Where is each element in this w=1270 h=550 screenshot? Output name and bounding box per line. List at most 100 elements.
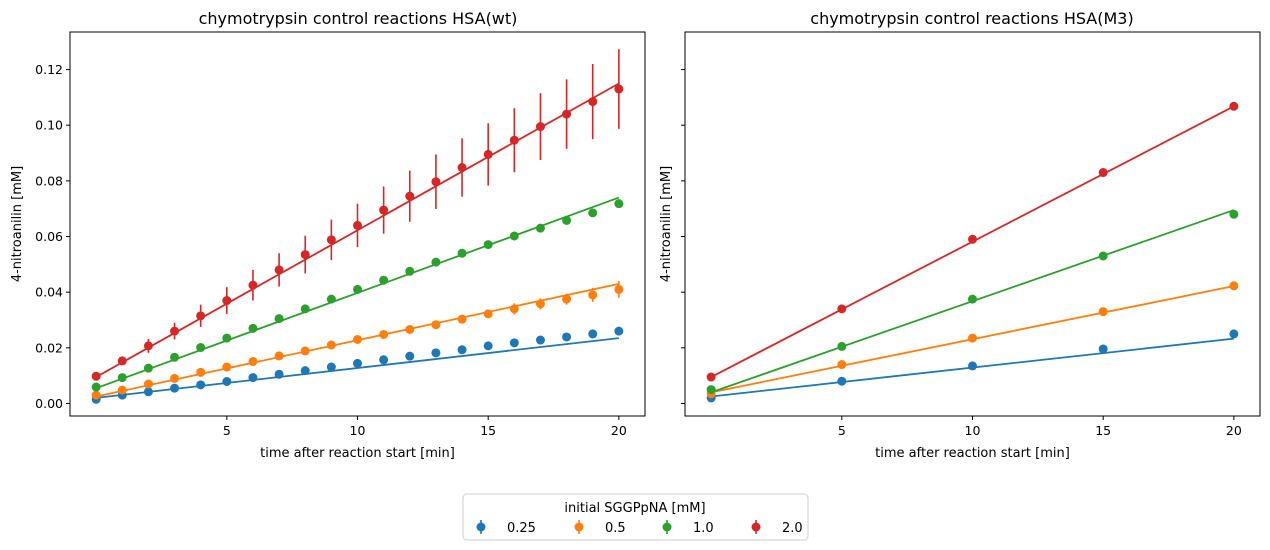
data-point (614, 326, 624, 336)
legend-label: 2.0 (782, 521, 803, 536)
y-tick-label: 0.10 (35, 118, 63, 133)
data-point (379, 205, 389, 215)
data-point (968, 333, 977, 343)
data-point (143, 363, 153, 373)
data-point (170, 326, 180, 336)
data-point (300, 250, 310, 260)
data-point (170, 373, 180, 383)
data-point (326, 294, 336, 304)
data-point (968, 361, 977, 371)
data-point (326, 340, 336, 350)
data-point (196, 311, 206, 321)
data-point (1229, 209, 1239, 219)
legend-marker (574, 522, 584, 532)
legend-title: initial SGGPpNA [mM] (564, 501, 705, 516)
data-point (1229, 329, 1239, 339)
data-point (837, 341, 847, 351)
data-point (535, 299, 545, 309)
data-point (91, 390, 101, 400)
data-point (143, 387, 153, 397)
data-point (326, 235, 336, 245)
data-point (968, 294, 977, 304)
x-axis-label: time after reaction start [min] (875, 446, 1070, 461)
data-point (1098, 344, 1108, 354)
data-point (509, 304, 519, 314)
legend-marker (662, 522, 672, 532)
chart-panel-m3: chymotrypsin control reactions HSA(M3) 5… (659, 9, 1261, 461)
y-tick-label: 0.06 (35, 229, 63, 244)
data-point (379, 355, 389, 365)
data-point (837, 376, 847, 386)
data-point (353, 358, 362, 368)
data-point (300, 304, 310, 314)
legend-label: 0.5 (605, 521, 626, 536)
data-point (196, 343, 206, 353)
data-point (431, 257, 441, 267)
data-point (274, 314, 284, 324)
data-point (405, 266, 415, 276)
data-point (562, 109, 572, 119)
data-point (91, 382, 101, 392)
data-point (562, 332, 572, 342)
chart-title: chymotrypsin control reactions HSA(wt) (199, 9, 518, 28)
x-tick-label: 5 (223, 423, 231, 438)
y-axis-label: 4-nitroanilin [mM] (10, 166, 25, 282)
y-axis-label: 4-nitroanilin [mM] (659, 166, 674, 282)
axis-ticks: 5 10 15 20 0.00 0.02 0.04 0.06 0.08 0.10 0.12 (35, 62, 627, 438)
data-point (117, 385, 127, 395)
data-point (483, 240, 493, 250)
data-point (535, 335, 545, 345)
y-tick-label: 0.04 (35, 285, 63, 300)
x-tick-label: 20 (1226, 423, 1242, 438)
data-point (405, 351, 415, 361)
data-point (1098, 168, 1108, 178)
data-point (535, 223, 545, 233)
data-point (509, 135, 519, 145)
legend-label: 1.0 (693, 521, 714, 536)
data-point (457, 163, 467, 173)
data-point (379, 329, 389, 339)
data-point (483, 341, 493, 351)
data-point (562, 215, 572, 225)
fit-line (95, 82, 620, 378)
fit-line (96, 337, 619, 399)
data-point (353, 220, 362, 230)
x-tick-label: 15 (1095, 423, 1111, 438)
data-point (431, 348, 441, 358)
data-point (222, 362, 232, 372)
data-point (483, 309, 493, 319)
data-point (353, 334, 362, 344)
chart-panel-wt: chymotrypsin control reactions HSA(wt) 5… (10, 9, 646, 461)
data-point (1098, 251, 1108, 261)
data-point (706, 385, 716, 395)
data-point (170, 352, 180, 362)
data-point (117, 356, 127, 366)
data-point (274, 265, 284, 275)
legend-items: 0.25 0.5 1.0 2.0 (476, 520, 803, 536)
data-point (968, 234, 977, 244)
legend-marker (476, 522, 486, 532)
legend-marker (751, 522, 761, 532)
data-point (274, 369, 284, 379)
data-point (1229, 101, 1239, 111)
data-point (248, 280, 258, 290)
data-point (562, 294, 572, 304)
data-point (457, 248, 467, 258)
data-point (1229, 281, 1239, 291)
data-point (614, 84, 624, 94)
data-point (405, 324, 415, 334)
y-tick-label: 0.02 (35, 340, 63, 355)
data-point (837, 360, 847, 370)
y-tick-label: 0.12 (35, 62, 63, 77)
data-point (483, 149, 493, 159)
data-point (457, 345, 467, 355)
x-tick-label: 10 (965, 423, 981, 438)
axes-frame (684, 31, 1261, 417)
data-point (588, 97, 598, 107)
data-point (274, 351, 284, 361)
data-point (588, 290, 598, 300)
y-tick-label: 0.08 (35, 173, 63, 188)
data-point (837, 304, 847, 314)
data-point (300, 366, 310, 376)
